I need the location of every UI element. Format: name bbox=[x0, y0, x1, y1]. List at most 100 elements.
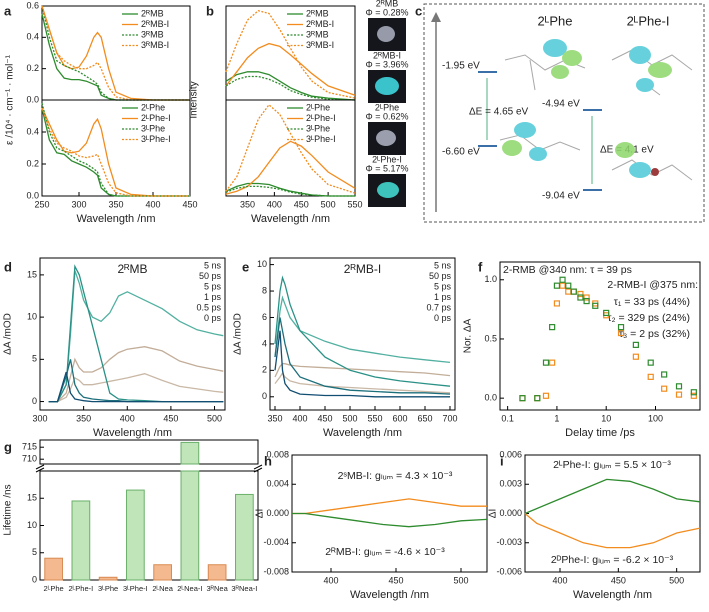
photo-qy: Φ = 0.62% bbox=[366, 111, 409, 121]
x-tick-label: 100 bbox=[648, 413, 663, 423]
orbital-lobe bbox=[648, 62, 672, 78]
data-point bbox=[690, 389, 697, 396]
photo-glow bbox=[377, 182, 399, 198]
x-tick-label: 400 bbox=[292, 413, 307, 423]
legend-label: 5 ps bbox=[434, 281, 452, 291]
data-point bbox=[549, 359, 556, 366]
legend-label: 2ᴸPhe bbox=[306, 102, 330, 112]
y-tick-label: 0.008 bbox=[266, 449, 289, 459]
data-point bbox=[675, 383, 683, 390]
x-axis-label: Wavelength /nm bbox=[251, 213, 330, 225]
data-point bbox=[553, 282, 561, 289]
annotation: τ₁ = 33 ps (44%) bbox=[614, 296, 690, 308]
panel-label: c bbox=[415, 3, 422, 18]
annotation: 2-RMB @340 nm: τ = 39 ps bbox=[503, 264, 632, 276]
bar bbox=[180, 441, 200, 465]
legend-label: 5 ps bbox=[204, 281, 222, 291]
y-axis-label: Nor. ΔA bbox=[463, 318, 474, 353]
y-tick-label: 0.0 bbox=[484, 393, 497, 403]
data-point bbox=[570, 288, 577, 295]
photo-label: 2ᴿMB bbox=[376, 0, 399, 8]
plot-frame bbox=[225, 99, 356, 197]
y-tick-label: 0.6 bbox=[26, 0, 39, 10]
x-axis-label: Wavelength /nm bbox=[76, 213, 155, 225]
photo-glow bbox=[376, 130, 396, 146]
y-tick-label: 10 bbox=[257, 259, 267, 269]
legend-label: 2ᴸPhe bbox=[141, 102, 165, 112]
annotation: 2ᴿMB-I: gₗᵤₘ = -4.6 × 10⁻³ bbox=[325, 546, 445, 558]
data-line bbox=[524, 478, 701, 515]
annotation: 2ˢMB-I: gₗᵤₘ = 4.3 × 10⁻³ bbox=[338, 470, 453, 482]
y-tick-label: 0.2 bbox=[26, 158, 39, 168]
molecule-name: 2ᴸPhe-I bbox=[627, 13, 670, 28]
annotation: 2ᴰPhe-I: gₗᵤₘ = -6.2 × 10⁻³ bbox=[551, 554, 674, 566]
x-tick-label: 1 bbox=[554, 413, 559, 423]
x-tick-label: 250 bbox=[34, 199, 49, 209]
diagram-frame bbox=[423, 3, 705, 223]
data-point bbox=[570, 288, 577, 295]
x-tick-label: 2ᴸNea-I bbox=[177, 584, 202, 593]
x-tick-label: 450 bbox=[182, 199, 197, 209]
x-tick-label: 10 bbox=[601, 413, 611, 423]
panel-label: b bbox=[206, 3, 214, 18]
x-tick-label: 2ᴸPhe bbox=[44, 584, 64, 593]
data-point bbox=[592, 302, 599, 309]
y-tick-label: 8 bbox=[262, 285, 267, 295]
molecule-name: 2ᴸPhe bbox=[538, 13, 573, 28]
x-tick-label: 300 bbox=[71, 199, 86, 209]
annotation: τ₃ = 2 ps (32%) bbox=[619, 328, 690, 340]
bar bbox=[180, 470, 200, 581]
panel-label: f bbox=[478, 259, 483, 274]
orbital-lobe bbox=[514, 122, 536, 138]
data-line bbox=[225, 42, 356, 96]
axis-break bbox=[35, 464, 45, 473]
bar bbox=[126, 489, 145, 581]
legend-label: 50 ps bbox=[199, 271, 222, 281]
panel-label: e bbox=[242, 259, 249, 274]
orbital-lobe bbox=[629, 46, 651, 64]
data-line bbox=[41, 107, 190, 197]
x-axis-label: Wavelength /nm bbox=[323, 427, 402, 439]
data-point bbox=[577, 290, 584, 298]
y-axis-label: ΔA /mOD bbox=[233, 313, 244, 355]
orbital-lobes bbox=[499, 39, 693, 181]
x-tick-label: 400 bbox=[120, 413, 135, 423]
x-tick-label: 550 bbox=[367, 413, 382, 423]
y-tick-label: 0.4 bbox=[26, 32, 39, 42]
x-tick-label: 400 bbox=[145, 199, 160, 209]
data-line bbox=[41, 103, 190, 197]
lumo-energy: -1.95 eV bbox=[442, 61, 480, 72]
y-tick-label: 0.000 bbox=[266, 508, 289, 518]
arrow-head bbox=[431, 12, 441, 22]
y-tick-label: 15 bbox=[27, 269, 37, 279]
y-tick-label: -0.003 bbox=[496, 537, 522, 547]
y-tick-label: 0 bbox=[32, 574, 37, 584]
iodine-atom bbox=[651, 168, 659, 176]
data-point bbox=[534, 395, 541, 402]
x-axis-label: Wavelength /nm bbox=[350, 589, 429, 601]
x-tick-label: 600 bbox=[392, 413, 407, 423]
energy-gap: ΔE = 4.65 eV bbox=[469, 107, 529, 118]
plot-frame bbox=[39, 439, 259, 465]
axis-break bbox=[253, 464, 263, 473]
bar bbox=[207, 564, 227, 581]
data-point bbox=[675, 391, 683, 398]
x-axis-label: Delay time /ps bbox=[565, 427, 635, 439]
x-tick-label: 350 bbox=[108, 199, 123, 209]
data-point bbox=[647, 359, 654, 366]
legend-label: 3ᴸPhe bbox=[141, 123, 165, 133]
legend-label: 3ᴿMB bbox=[306, 29, 329, 39]
x-tick-label: 2ᴸNea bbox=[152, 584, 173, 593]
data-line bbox=[292, 498, 487, 515]
data-point bbox=[647, 373, 654, 380]
data-point bbox=[603, 309, 610, 317]
legend-label: 2ᴸPhe-I bbox=[141, 113, 171, 123]
data-line bbox=[225, 75, 356, 101]
y-axis-label: ε /10⁴ · cm⁻¹ · mol⁻¹ bbox=[5, 54, 16, 145]
legend-label: 5 ns bbox=[204, 260, 222, 270]
bar bbox=[235, 493, 254, 581]
orbital-lobe bbox=[636, 78, 654, 92]
data-point bbox=[690, 392, 697, 399]
legend-label: 3ᴸPhe-I bbox=[306, 134, 336, 144]
